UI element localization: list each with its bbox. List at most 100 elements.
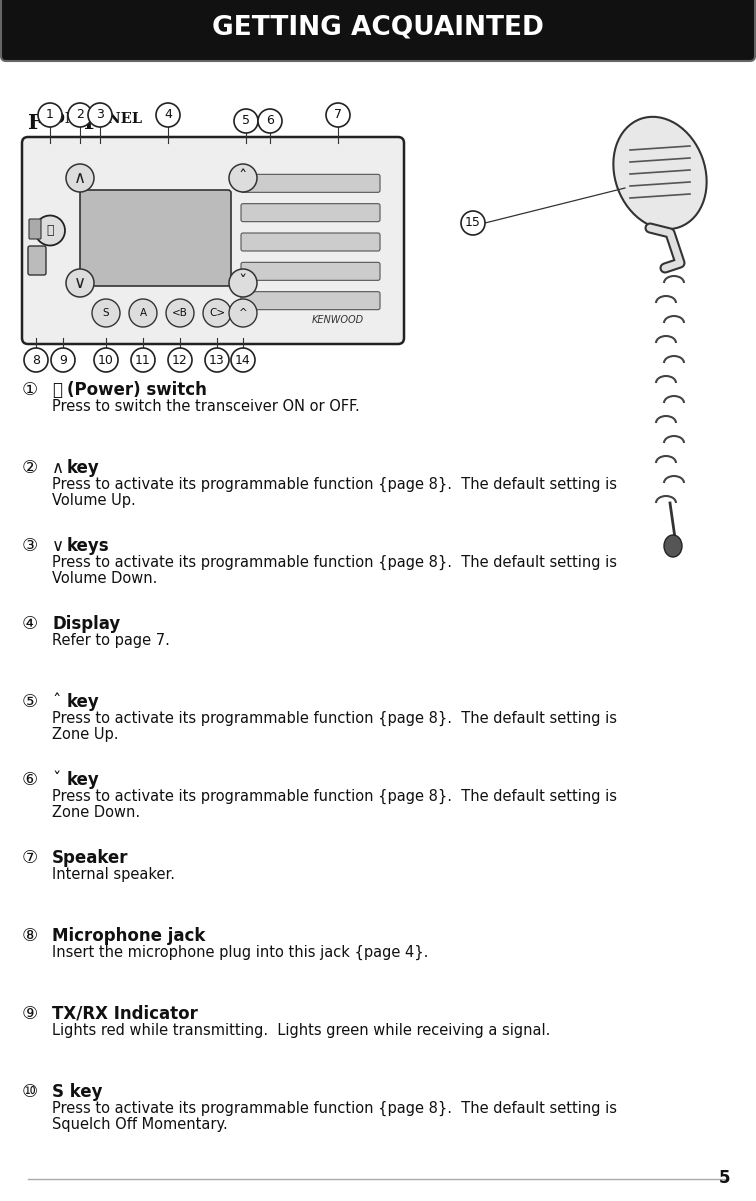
Text: 14: 14 [235,353,251,366]
Text: Press to activate its programmable function {page 8}.  The default setting is: Press to activate its programmable funct… [52,555,617,570]
Text: ANEL: ANEL [96,112,142,126]
Text: Squelch Off Momentary.: Squelch Off Momentary. [52,1117,228,1133]
Text: 2: 2 [76,108,84,121]
Circle shape [168,348,192,372]
Text: A: A [139,307,147,318]
Text: ⏻: ⏻ [46,225,54,237]
Text: ^: ^ [239,307,247,318]
Text: 1: 1 [46,108,54,121]
Text: ˆ: ˆ [239,169,247,187]
FancyBboxPatch shape [22,137,404,343]
Circle shape [24,348,48,372]
Text: KENWOOD: KENWOOD [312,315,364,325]
Text: 11: 11 [135,353,151,366]
Text: 10: 10 [98,353,114,366]
Text: TX/RX Indicator: TX/RX Indicator [52,1005,198,1023]
Text: 3: 3 [96,108,104,121]
Text: 5: 5 [718,1169,730,1187]
Text: S: S [103,307,110,318]
Circle shape [156,103,180,127]
Circle shape [229,269,257,297]
Text: GETTING ACQUAINTED: GETTING ACQUAINTED [212,14,544,41]
Text: 13: 13 [209,353,225,366]
Text: ∨: ∨ [74,274,86,292]
Circle shape [88,103,112,127]
Circle shape [326,103,350,127]
Circle shape [35,215,65,245]
Circle shape [203,299,231,327]
Text: ⑨: ⑨ [22,1005,38,1023]
Text: key: key [67,459,100,477]
Text: Zone Down.: Zone Down. [52,805,140,820]
Text: <B: <B [172,307,188,318]
Circle shape [166,299,194,327]
Text: Volume Up.: Volume Up. [52,492,136,508]
FancyBboxPatch shape [1,0,755,61]
Circle shape [461,211,485,235]
Circle shape [229,299,257,327]
Ellipse shape [664,534,682,557]
FancyBboxPatch shape [80,190,231,286]
Circle shape [66,165,94,192]
Text: ⑦: ⑦ [22,849,38,867]
Text: Insert the microphone plug into this jack {page 4}.: Insert the microphone plug into this jac… [52,945,429,961]
FancyBboxPatch shape [241,262,380,280]
FancyBboxPatch shape [29,219,41,239]
Ellipse shape [613,116,707,229]
Text: 15: 15 [465,216,481,229]
Circle shape [92,299,120,327]
Text: ˇ: ˇ [52,771,60,789]
Text: ②: ② [22,459,38,477]
FancyBboxPatch shape [241,233,380,251]
Text: ④: ④ [22,615,38,633]
Text: ③: ③ [22,537,38,555]
FancyBboxPatch shape [241,174,380,192]
FancyBboxPatch shape [28,246,46,275]
Circle shape [234,109,258,133]
Text: Speaker: Speaker [52,849,129,867]
Text: Press to switch the transceiver ON or OFF.: Press to switch the transceiver ON or OF… [52,399,360,414]
Text: P: P [84,113,100,133]
Text: ∧: ∧ [74,169,86,187]
Text: Refer to page 7.: Refer to page 7. [52,633,170,649]
Text: Microphone jack: Microphone jack [52,927,206,945]
Text: ∨: ∨ [52,537,64,555]
Circle shape [131,348,155,372]
Text: 5: 5 [242,114,250,127]
Text: C>: C> [209,307,225,318]
Circle shape [258,109,282,133]
Text: Internal speaker.: Internal speaker. [52,867,175,882]
Text: 9: 9 [59,353,67,366]
Text: ∧: ∧ [52,459,64,477]
FancyBboxPatch shape [241,204,380,222]
Text: ⑤: ⑤ [22,693,38,711]
Text: 6: 6 [266,114,274,127]
Circle shape [68,103,92,127]
Text: ˆ: ˆ [52,693,60,711]
Circle shape [205,348,229,372]
Text: RONT: RONT [40,112,89,126]
Circle shape [38,103,62,127]
Text: ˇ: ˇ [239,274,247,292]
Text: (Power) switch: (Power) switch [67,381,207,399]
Text: Lights red while transmitting.  Lights green while receiving a signal.: Lights red while transmitting. Lights gr… [52,1023,550,1038]
Text: keys: keys [67,537,110,555]
Text: Press to activate its programmable function {page 8}.  The default setting is: Press to activate its programmable funct… [52,477,617,492]
Text: ⏻: ⏻ [52,381,62,399]
Text: Press to activate its programmable function {page 8}.  The default setting is: Press to activate its programmable funct… [52,789,617,805]
Text: S key: S key [52,1083,103,1101]
Text: 7: 7 [334,108,342,121]
Text: F: F [28,113,43,133]
Circle shape [94,348,118,372]
Text: 8: 8 [32,353,40,366]
Circle shape [66,269,94,297]
Circle shape [51,348,75,372]
Text: ①: ① [22,381,38,399]
Text: key: key [67,693,100,711]
Text: key: key [67,771,100,789]
Text: Press to activate its programmable function {page 8}.  The default setting is: Press to activate its programmable funct… [52,711,617,727]
Text: ⑧: ⑧ [22,927,38,945]
Circle shape [231,348,255,372]
Text: ⑥: ⑥ [22,771,38,789]
FancyBboxPatch shape [241,292,380,310]
